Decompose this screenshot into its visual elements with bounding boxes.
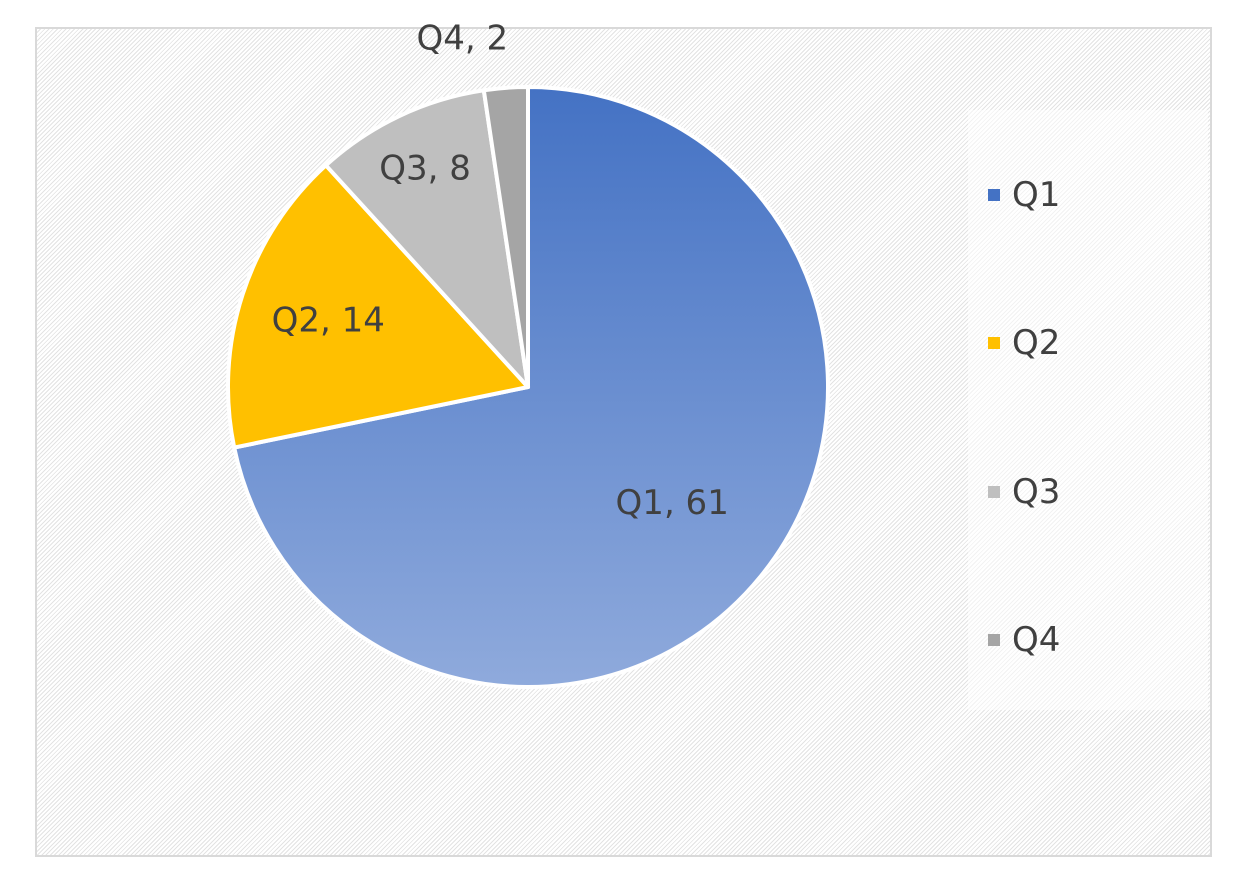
legend-swatch-q3 [988,486,1000,498]
legend-label-q1: Q1 [1012,175,1061,215]
data-label-q4: Q4, 2 [416,18,508,58]
pie-slice-q4 [481,85,530,389]
legend-swatch-q2 [988,337,1000,349]
legend-item-q3: Q3 [988,472,1060,512]
pie-slice-q3 [323,88,530,389]
data-label-q1: Q1, 61 [616,483,729,523]
data-label-q3: Q3, 8 [379,149,471,189]
pie-slice-q2 [226,163,530,450]
legend-swatch-q4 [988,634,1000,646]
legend-label-q2: Q2 [1012,323,1061,363]
legend-item-q4: Q4 [988,620,1060,660]
legend-label-q4: Q4 [1012,620,1061,660]
legend-label-q3: Q3 [1012,472,1061,512]
legend-swatch-q1 [988,189,1000,201]
legend-item-q2: Q2 [988,323,1060,363]
data-label-q2: Q2, 14 [272,301,385,341]
pie-slice-q1 [232,85,830,689]
legend-item-q1: Q1 [988,175,1060,215]
legend: Q1 Q2 Q3 Q4 [968,110,1208,710]
